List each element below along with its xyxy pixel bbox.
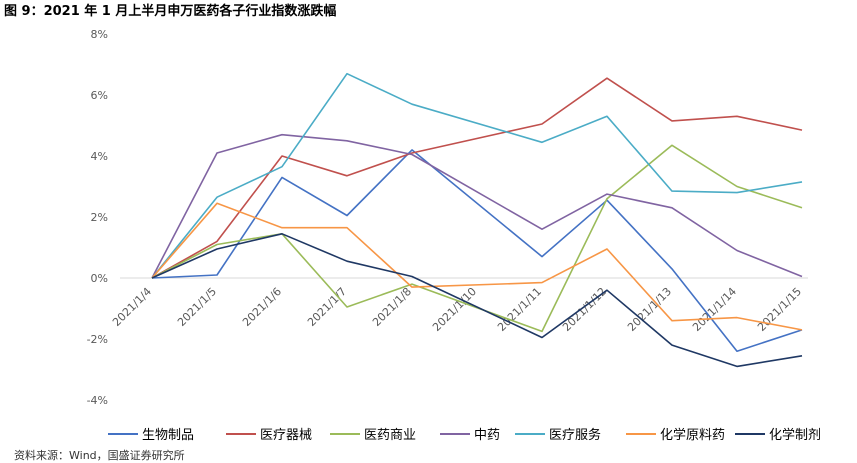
legend-label: 医疗器械 xyxy=(260,428,312,443)
legend-item: 生物制品 xyxy=(108,428,194,443)
series-line xyxy=(151,77,803,279)
x-axis: 2021/1/4 2021/1/5 2021/1/6 2021/1/7 2021/1/8… xyxy=(110,277,808,334)
x-tick-label: 2021/1/14 xyxy=(690,285,739,334)
legend-label: 医疗服务 xyxy=(549,427,601,443)
legend-item: 医疗器械 xyxy=(226,428,312,443)
x-tick-label: 2021/1/12 xyxy=(560,285,609,334)
legend-label: 生物制品 xyxy=(142,428,194,443)
y-axis-ticks: 8% 6% 4% 2% 0% -2% -4% xyxy=(87,28,108,407)
x-tick-label: 2021/1/5 xyxy=(175,285,219,329)
legend-item: 中药 xyxy=(440,428,500,443)
x-tick-label: 2021/1/6 xyxy=(240,285,284,329)
legend-label: 化学制剂 xyxy=(769,427,821,443)
x-tick-label: 2021/1/15 xyxy=(755,285,804,334)
legend-label: 医药商业 xyxy=(364,428,416,443)
x-tick-label: 2021/1/10 xyxy=(430,285,479,334)
y-tick-label: 6% xyxy=(91,89,108,102)
legend-label: 中药 xyxy=(474,428,500,443)
legend-item: 医疗服务 xyxy=(515,427,601,443)
y-tick-label: 8% xyxy=(91,28,108,41)
series-line xyxy=(151,72,803,279)
y-tick-label: -2% xyxy=(87,333,108,346)
figure-title: 图 9：2021 年 1 月上半月申万医药各子行业指数涨跌幅 xyxy=(4,4,337,19)
y-tick-label: 4% xyxy=(91,150,108,163)
y-tick-label: 0% xyxy=(91,272,108,285)
legend-item: 医药商业 xyxy=(330,428,416,443)
source-note: 资料来源：Wind，国盛证券研究所 xyxy=(14,449,185,462)
legend: 生物制品 医疗器械 医药商业 中药 医疗服务 化学原料药 化学制剂 xyxy=(108,427,821,443)
x-tick-label: 2021/1/7 xyxy=(305,285,349,329)
legend-item: 化学制剂 xyxy=(735,427,821,443)
x-tick-label: 2021/1/4 xyxy=(110,285,154,329)
series-line xyxy=(151,233,803,368)
series-line xyxy=(151,133,803,279)
y-tick-label: -4% xyxy=(87,394,108,407)
series-lines xyxy=(151,72,803,368)
legend-item: 化学原料药 xyxy=(626,427,725,443)
y-tick-label: 2% xyxy=(91,211,108,224)
series-line xyxy=(151,149,803,353)
series-line xyxy=(151,144,803,333)
legend-label: 化学原料药 xyxy=(660,427,725,443)
series-line xyxy=(151,202,803,331)
